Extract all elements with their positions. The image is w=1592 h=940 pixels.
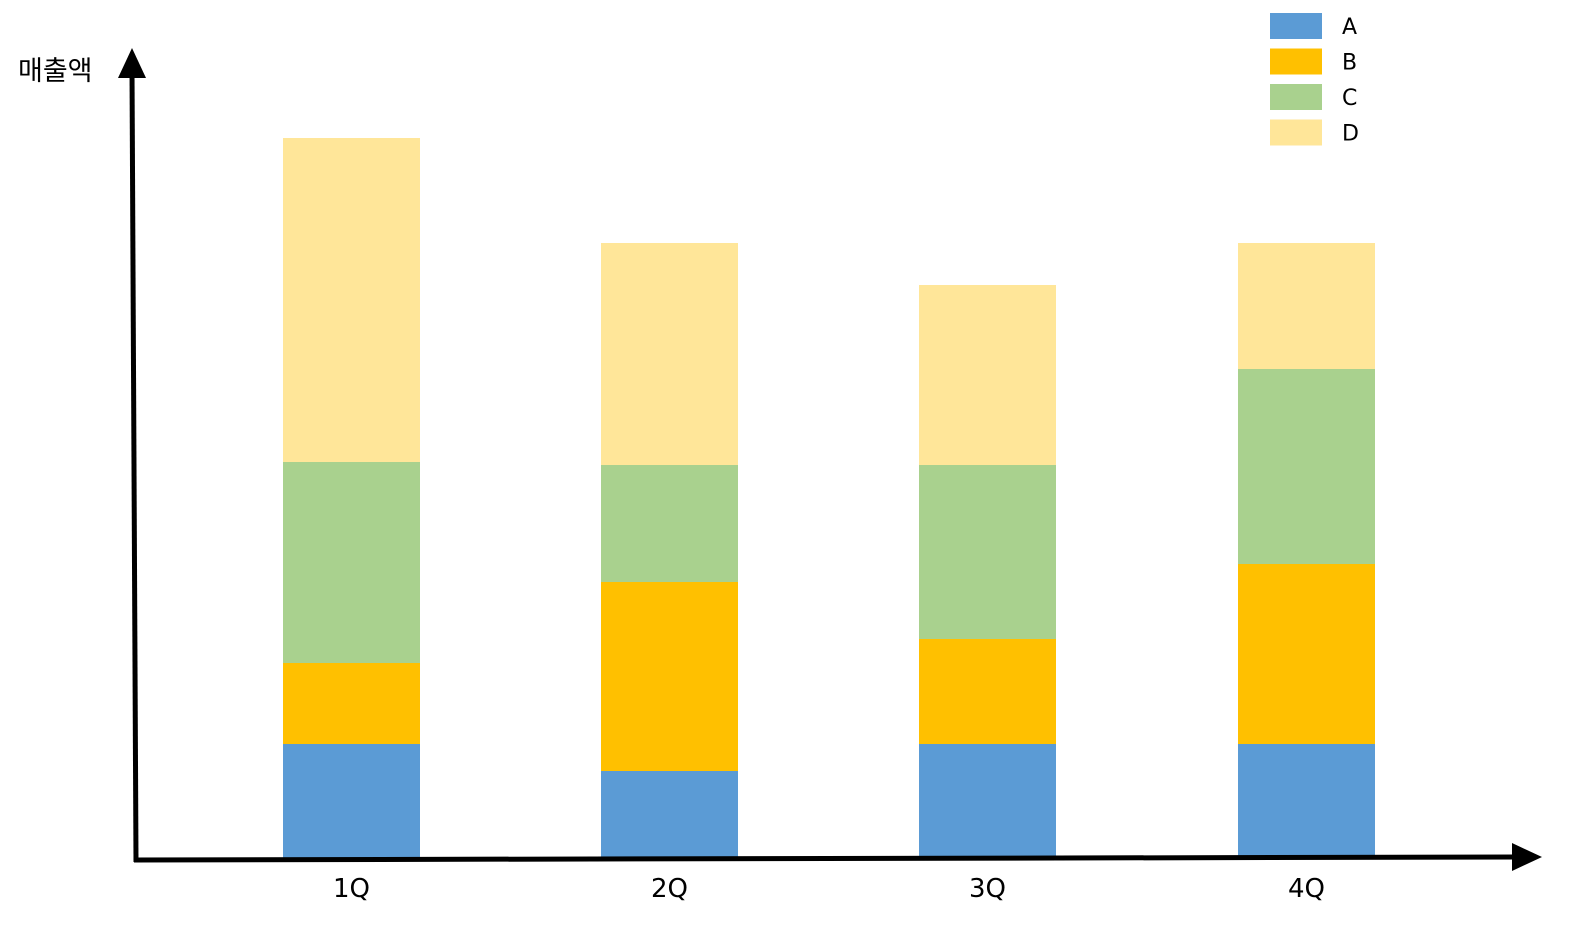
- bar-3Q-A: [919, 744, 1056, 858]
- bar-3Q-C: [919, 465, 1056, 639]
- x-tick-label: 1Q: [333, 874, 370, 904]
- bar-4Q-A: [1238, 744, 1375, 858]
- bar-2Q-C: [601, 465, 738, 582]
- legend-label-C: C: [1342, 86, 1357, 111]
- x-axis-arrowhead: [1512, 843, 1542, 871]
- bar-2Q-A: [601, 771, 738, 858]
- x-tick-labels: 1Q 2Q 3Q 4Q: [333, 874, 1325, 904]
- legend-swatch-C: [1270, 84, 1322, 110]
- y-axis-line: [129, 69, 139, 863]
- legend-label-B: B: [1342, 51, 1357, 76]
- bar-4Q-D: [1238, 243, 1375, 369]
- bar-4Q-B: [1238, 564, 1375, 744]
- y-axis-arrowhead: [118, 48, 146, 78]
- bar-1Q-A: [283, 744, 420, 858]
- bar-4Q-C: [1238, 369, 1375, 564]
- bar-3Q-B: [919, 639, 1056, 744]
- bar-3Q-D: [919, 285, 1056, 465]
- x-tick-label: 4Q: [1288, 874, 1325, 904]
- x-axis-line: [133, 854, 1519, 863]
- bar-1Q-C: [283, 462, 420, 663]
- bar-1Q-B: [283, 663, 420, 744]
- x-tick-label: 3Q: [969, 874, 1006, 904]
- bar-1Q-D: [283, 138, 420, 462]
- legend-swatch-D: [1270, 119, 1322, 146]
- legend-swatch-B: [1270, 48, 1322, 75]
- legend-label-A: A: [1342, 15, 1357, 40]
- bars-layer: [283, 138, 1375, 858]
- bar-2Q-D: [601, 243, 738, 465]
- bar-2Q-B: [601, 582, 738, 771]
- legend-swatch-A: [1270, 13, 1322, 39]
- y-axis-label: 매출액: [18, 56, 93, 87]
- legend-label-D: D: [1342, 122, 1359, 147]
- x-tick-label: 2Q: [651, 874, 688, 904]
